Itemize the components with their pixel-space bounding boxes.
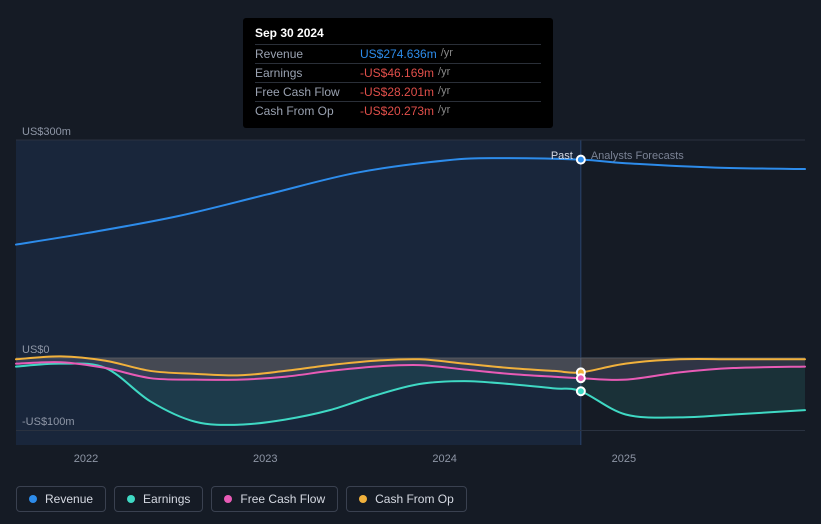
chart-tooltip: Sep 30 2024 RevenueUS$274.636m/yrEarning… (243, 18, 553, 128)
y-axis-label: US$300m (22, 126, 71, 138)
financial-line-chart: Past Analysts Forecasts Sep 30 2024 Reve… (0, 0, 821, 524)
tooltip-suffix: /yr (434, 85, 450, 99)
tooltip-metric-value: -US$46.169m (360, 66, 434, 80)
legend-label: Cash From Op (375, 492, 454, 506)
tooltip-metric-label: Free Cash Flow (255, 85, 360, 99)
tooltip-row: Free Cash Flow-US$28.201m/yr (255, 82, 541, 101)
legend-label: Free Cash Flow (240, 492, 325, 506)
tooltip-metric-label: Cash From Op (255, 104, 360, 118)
tooltip-metric-value: -US$28.201m (360, 85, 434, 99)
legend-swatch (127, 495, 135, 503)
chart-legend: Revenue Earnings Free Cash Flow Cash From O… (16, 486, 467, 512)
legend-swatch (224, 495, 232, 503)
legend-label: Earnings (143, 492, 190, 506)
legend-label: Revenue (45, 492, 93, 506)
y-axis-label: -US$100m (22, 416, 75, 428)
tooltip-metric-value: -US$20.273m (360, 104, 434, 118)
legend-swatch (29, 495, 37, 503)
x-axis-label: 2022 (74, 453, 98, 465)
tooltip-suffix: /yr (434, 66, 450, 80)
y-axis-label: US$0 (22, 344, 50, 356)
tooltip-row: RevenueUS$274.636m/yr (255, 44, 541, 63)
past-label: Past (551, 150, 573, 162)
x-axis-label: 2024 (432, 453, 456, 465)
tooltip-suffix: /yr (437, 47, 453, 61)
tooltip-row: Cash From Op-US$20.273m/yr (255, 101, 541, 120)
tooltip-metric-label: Earnings (255, 66, 360, 80)
x-axis-label: 2023 (253, 453, 277, 465)
tooltip-row: Earnings-US$46.169m/yr (255, 63, 541, 82)
tooltip-date: Sep 30 2024 (255, 26, 541, 44)
legend-item-fcf[interactable]: Free Cash Flow (211, 486, 338, 512)
tooltip-metric-label: Revenue (255, 47, 360, 61)
tooltip-suffix: /yr (434, 104, 450, 118)
tooltip-metric-value: US$274.636m (360, 47, 437, 61)
x-axis-label: 2025 (612, 453, 636, 465)
legend-item-cfo[interactable]: Cash From Op (346, 486, 467, 512)
legend-item-earnings[interactable]: Earnings (114, 486, 203, 512)
legend-swatch (359, 495, 367, 503)
legend-item-revenue[interactable]: Revenue (16, 486, 106, 512)
forecast-label: Analysts Forecasts (591, 150, 684, 162)
